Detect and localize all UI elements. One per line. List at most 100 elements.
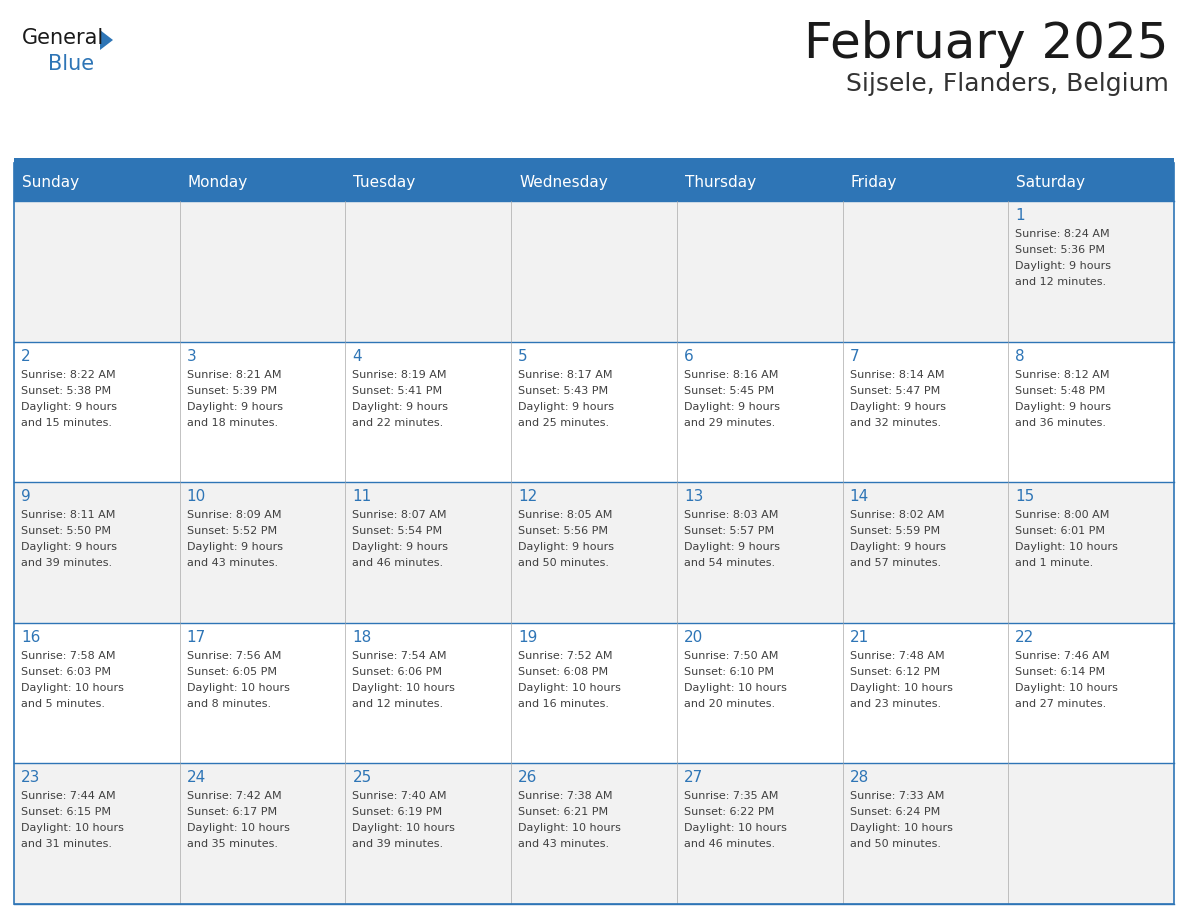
Text: Daylight: 10 hours: Daylight: 10 hours — [21, 823, 124, 834]
Text: Sunset: 5:59 PM: Sunset: 5:59 PM — [849, 526, 940, 536]
Text: and 32 minutes.: and 32 minutes. — [849, 418, 941, 428]
Text: Daylight: 10 hours: Daylight: 10 hours — [21, 683, 124, 693]
Text: Sunrise: 8:24 AM: Sunrise: 8:24 AM — [1016, 229, 1110, 239]
Text: 12: 12 — [518, 489, 537, 504]
Text: Sunrise: 7:48 AM: Sunrise: 7:48 AM — [849, 651, 944, 661]
Text: Sunset: 5:45 PM: Sunset: 5:45 PM — [684, 386, 775, 396]
Text: Sunset: 5:52 PM: Sunset: 5:52 PM — [187, 526, 277, 536]
Text: and 46 minutes.: and 46 minutes. — [353, 558, 443, 568]
Text: Daylight: 10 hours: Daylight: 10 hours — [1016, 683, 1118, 693]
Text: Sunrise: 7:58 AM: Sunrise: 7:58 AM — [21, 651, 115, 661]
Text: Daylight: 10 hours: Daylight: 10 hours — [849, 683, 953, 693]
Text: Daylight: 9 hours: Daylight: 9 hours — [518, 401, 614, 411]
Bar — [14, 622, 1174, 764]
Text: Sunset: 5:43 PM: Sunset: 5:43 PM — [518, 386, 608, 396]
Text: and 35 minutes.: and 35 minutes. — [187, 839, 278, 849]
Polygon shape — [100, 30, 113, 50]
Text: Sunrise: 7:52 AM: Sunrise: 7:52 AM — [518, 651, 613, 661]
Text: Sunset: 5:38 PM: Sunset: 5:38 PM — [21, 386, 112, 396]
Text: Sunset: 5:39 PM: Sunset: 5:39 PM — [187, 386, 277, 396]
Text: Sunrise: 7:33 AM: Sunrise: 7:33 AM — [849, 791, 944, 801]
Text: Sunday: Sunday — [23, 174, 80, 189]
Bar — [14, 158, 1174, 163]
Text: Sunset: 6:22 PM: Sunset: 6:22 PM — [684, 808, 775, 817]
Text: Daylight: 9 hours: Daylight: 9 hours — [21, 401, 116, 411]
Text: 11: 11 — [353, 489, 372, 504]
Text: and 57 minutes.: and 57 minutes. — [849, 558, 941, 568]
Text: Sunrise: 7:44 AM: Sunrise: 7:44 AM — [21, 791, 115, 801]
Text: Daylight: 10 hours: Daylight: 10 hours — [518, 823, 621, 834]
Text: 28: 28 — [849, 770, 868, 786]
Text: 25: 25 — [353, 770, 372, 786]
Text: Sunrise: 7:40 AM: Sunrise: 7:40 AM — [353, 791, 447, 801]
Text: Sunrise: 7:56 AM: Sunrise: 7:56 AM — [187, 651, 282, 661]
Text: 13: 13 — [684, 489, 703, 504]
Text: Blue: Blue — [48, 54, 94, 74]
Text: Sunset: 6:08 PM: Sunset: 6:08 PM — [518, 666, 608, 677]
Text: Daylight: 10 hours: Daylight: 10 hours — [518, 683, 621, 693]
Text: General: General — [23, 28, 105, 48]
Text: 24: 24 — [187, 770, 206, 786]
Text: Tuesday: Tuesday — [353, 174, 416, 189]
Text: and 54 minutes.: and 54 minutes. — [684, 558, 775, 568]
Text: Sunset: 5:56 PM: Sunset: 5:56 PM — [518, 526, 608, 536]
Text: Sunrise: 7:35 AM: Sunrise: 7:35 AM — [684, 791, 778, 801]
Text: 26: 26 — [518, 770, 537, 786]
Text: and 39 minutes.: and 39 minutes. — [21, 558, 112, 568]
Text: and 29 minutes.: and 29 minutes. — [684, 418, 775, 428]
Text: Sunrise: 7:50 AM: Sunrise: 7:50 AM — [684, 651, 778, 661]
Text: Thursday: Thursday — [684, 174, 756, 189]
Text: and 22 minutes.: and 22 minutes. — [353, 418, 443, 428]
Text: Daylight: 10 hours: Daylight: 10 hours — [1016, 543, 1118, 553]
Text: Sunrise: 7:46 AM: Sunrise: 7:46 AM — [1016, 651, 1110, 661]
Text: Daylight: 9 hours: Daylight: 9 hours — [353, 543, 448, 553]
Text: Sunset: 6:01 PM: Sunset: 6:01 PM — [1016, 526, 1105, 536]
Text: Daylight: 10 hours: Daylight: 10 hours — [353, 683, 455, 693]
Text: Sunrise: 8:17 AM: Sunrise: 8:17 AM — [518, 370, 613, 380]
Text: Sunrise: 8:16 AM: Sunrise: 8:16 AM — [684, 370, 778, 380]
Text: Saturday: Saturday — [1016, 174, 1086, 189]
Text: 16: 16 — [21, 630, 40, 644]
Text: Sunrise: 8:14 AM: Sunrise: 8:14 AM — [849, 370, 944, 380]
Text: Sijsele, Flanders, Belgium: Sijsele, Flanders, Belgium — [846, 72, 1169, 96]
Text: and 31 minutes.: and 31 minutes. — [21, 839, 112, 849]
Text: 8: 8 — [1016, 349, 1025, 364]
Text: and 15 minutes.: and 15 minutes. — [21, 418, 112, 428]
Text: 9: 9 — [21, 489, 31, 504]
Text: and 50 minutes.: and 50 minutes. — [849, 839, 941, 849]
Text: and 5 minutes.: and 5 minutes. — [21, 699, 105, 709]
Text: Sunset: 5:41 PM: Sunset: 5:41 PM — [353, 386, 443, 396]
Text: Friday: Friday — [851, 174, 897, 189]
Text: Sunset: 6:06 PM: Sunset: 6:06 PM — [353, 666, 442, 677]
Text: Sunrise: 7:42 AM: Sunrise: 7:42 AM — [187, 791, 282, 801]
Text: Daylight: 9 hours: Daylight: 9 hours — [21, 543, 116, 553]
Text: 6: 6 — [684, 349, 694, 364]
Text: Sunset: 6:17 PM: Sunset: 6:17 PM — [187, 808, 277, 817]
Text: Daylight: 10 hours: Daylight: 10 hours — [187, 823, 290, 834]
Text: and 25 minutes.: and 25 minutes. — [518, 418, 609, 428]
Text: and 12 minutes.: and 12 minutes. — [353, 699, 443, 709]
Text: Daylight: 9 hours: Daylight: 9 hours — [187, 401, 283, 411]
Text: 2: 2 — [21, 349, 31, 364]
Text: and 46 minutes.: and 46 minutes. — [684, 839, 775, 849]
Text: 15: 15 — [1016, 489, 1035, 504]
Text: Sunrise: 8:22 AM: Sunrise: 8:22 AM — [21, 370, 115, 380]
Text: 27: 27 — [684, 770, 703, 786]
Text: Sunrise: 8:19 AM: Sunrise: 8:19 AM — [353, 370, 447, 380]
Text: and 23 minutes.: and 23 minutes. — [849, 699, 941, 709]
Text: Sunset: 5:48 PM: Sunset: 5:48 PM — [1016, 386, 1106, 396]
Text: 1: 1 — [1016, 208, 1025, 223]
Text: 7: 7 — [849, 349, 859, 364]
Text: Daylight: 10 hours: Daylight: 10 hours — [684, 823, 786, 834]
Text: Sunset: 5:36 PM: Sunset: 5:36 PM — [1016, 245, 1105, 255]
Text: 20: 20 — [684, 630, 703, 644]
Text: Sunset: 6:14 PM: Sunset: 6:14 PM — [1016, 666, 1105, 677]
Text: Sunset: 6:21 PM: Sunset: 6:21 PM — [518, 808, 608, 817]
Text: Sunset: 6:03 PM: Sunset: 6:03 PM — [21, 666, 110, 677]
Text: and 43 minutes.: and 43 minutes. — [518, 839, 609, 849]
Text: and 27 minutes.: and 27 minutes. — [1016, 699, 1106, 709]
Text: 3: 3 — [187, 349, 196, 364]
Text: February 2025: February 2025 — [804, 20, 1169, 68]
Text: and 50 minutes.: and 50 minutes. — [518, 558, 609, 568]
Bar — [14, 163, 1174, 904]
